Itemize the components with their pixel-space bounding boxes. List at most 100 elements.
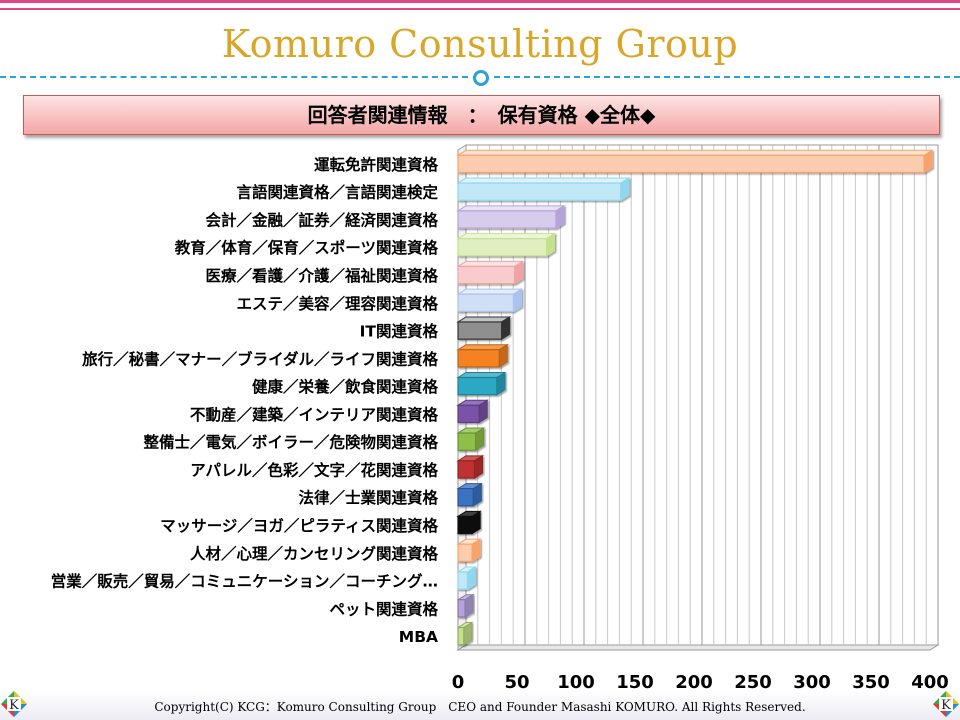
category-label: 言語関連資格／言語関連検定 xyxy=(236,183,438,202)
x-tick-label: 400 xyxy=(911,672,949,690)
category-label: エステ／美容／理容関連資格 xyxy=(236,294,438,313)
slide-title: 回答者関連情報 ： 保有資格 ◆全体◆ xyxy=(23,95,940,135)
bar-front xyxy=(457,265,516,285)
bar-front xyxy=(457,404,480,424)
x-tick-label: 100 xyxy=(557,672,595,690)
k-logo-icon: K xyxy=(1,691,27,717)
bar xyxy=(456,454,485,479)
bar-end xyxy=(923,149,933,174)
category-label: 会計／金融／証券／経済関連資格 xyxy=(205,210,438,229)
category-label: 営業／販売／貿易／コミュニケーション／コーチング… xyxy=(51,572,438,591)
x-tick-label: 250 xyxy=(734,672,772,690)
bar-end xyxy=(475,427,485,452)
bar-front xyxy=(457,488,474,507)
category-label: アパレル／色彩／文字／花関連資格 xyxy=(190,460,438,479)
bar-end xyxy=(496,371,506,396)
bar-top xyxy=(456,149,934,156)
x-tick-label: 350 xyxy=(852,672,890,690)
x-tick-label: 50 xyxy=(504,672,529,690)
bar-front xyxy=(457,376,498,396)
bar xyxy=(456,316,512,341)
chart-floor xyxy=(456,644,940,651)
category-label: ペット関連資格 xyxy=(329,599,438,618)
category-label: IT関連資格 xyxy=(360,322,439,341)
bar xyxy=(456,399,489,424)
bar-end xyxy=(471,510,481,535)
bar-chart: 運転免許関連資格言語関連資格／言語関連検定会計／金融／証券／経済関連資格教育／体… xyxy=(51,144,949,690)
x-tick-label: 200 xyxy=(675,672,713,690)
category-label: 人材／心理／カンセリング関連資格 xyxy=(190,544,439,563)
bar-front xyxy=(457,154,925,174)
bar-front xyxy=(457,515,473,535)
bar xyxy=(456,566,478,591)
bar-front xyxy=(457,626,465,646)
category-label: 法律／士業関連資格 xyxy=(298,488,438,507)
tick-layer: 0 50 100 150 200 250 300 350 400 xyxy=(452,672,949,690)
copyright-text: Copyright(C) KCG：Komuro Consulting Group… xyxy=(154,700,806,714)
category-label: 整備士／電気／ボイラー／危険物関連資格 xyxy=(142,433,438,452)
bar-end xyxy=(466,566,476,591)
k-logo-letter: K xyxy=(9,698,19,713)
top-accent-line-thin xyxy=(0,8,960,10)
bar-end xyxy=(474,454,484,479)
bar-top xyxy=(456,177,631,184)
bar xyxy=(456,621,474,646)
bar-front xyxy=(457,571,469,590)
bar-front xyxy=(457,182,622,201)
divider-left xyxy=(0,76,468,78)
bar-end xyxy=(620,177,630,202)
bar xyxy=(456,371,507,396)
bar xyxy=(456,260,525,285)
bar-top xyxy=(456,316,512,323)
bar-front xyxy=(457,599,466,618)
bar-top xyxy=(456,233,557,240)
bar-end xyxy=(555,204,565,229)
category-label: MBA xyxy=(399,628,438,646)
top-accent-line xyxy=(0,0,960,3)
k-logo-letter: K xyxy=(941,698,951,713)
bar-end xyxy=(498,343,508,368)
bar-front xyxy=(457,321,503,340)
bar-end xyxy=(478,399,488,424)
category-label: 運転免許関連資格 xyxy=(314,155,439,174)
bar-end xyxy=(463,621,473,646)
x-tick-label: 300 xyxy=(793,672,831,690)
bar-top xyxy=(456,205,566,212)
bar-front xyxy=(457,349,500,368)
bar-front xyxy=(457,210,557,229)
bar xyxy=(456,149,934,174)
category-label: 旅行／秘書／マナー／ブライダル／ライフ関連資格 xyxy=(82,349,438,368)
bar xyxy=(456,232,557,257)
bar xyxy=(456,593,475,618)
bar-front xyxy=(457,460,476,479)
bar-front xyxy=(457,543,473,562)
x-tick-label: 0 xyxy=(452,672,465,690)
bar-front xyxy=(457,432,477,451)
category-label: 教育／体育／保育／スポーツ関連資格 xyxy=(175,238,439,257)
category-label: マッサージ／ヨガ／ピラティス関連資格 xyxy=(160,516,438,535)
bar-top xyxy=(456,288,524,295)
bar xyxy=(456,482,484,507)
bar xyxy=(456,427,486,452)
footer-band xyxy=(0,690,960,720)
bar-front xyxy=(457,293,515,312)
bar-front xyxy=(457,238,548,257)
bar-end xyxy=(514,260,524,285)
bar xyxy=(456,343,510,368)
divider-ring-icon xyxy=(473,70,489,86)
bar-end xyxy=(512,288,522,313)
bar xyxy=(456,510,482,535)
bar-end xyxy=(472,482,482,507)
bar xyxy=(456,204,566,229)
bar xyxy=(456,177,631,202)
brand-title: Komuro Consulting Group xyxy=(221,22,739,66)
divider-right xyxy=(494,76,960,78)
bar-top xyxy=(456,260,525,267)
category-label: 医療／看護／介護／福祉関連資格 xyxy=(205,266,438,285)
bar-end xyxy=(471,538,481,563)
category-label: 不動産／建築／インテリア関連資格 xyxy=(190,405,439,424)
bar xyxy=(456,538,482,563)
bar-end xyxy=(464,593,474,618)
k-logo-icon: K xyxy=(933,691,959,717)
bar xyxy=(456,288,524,313)
